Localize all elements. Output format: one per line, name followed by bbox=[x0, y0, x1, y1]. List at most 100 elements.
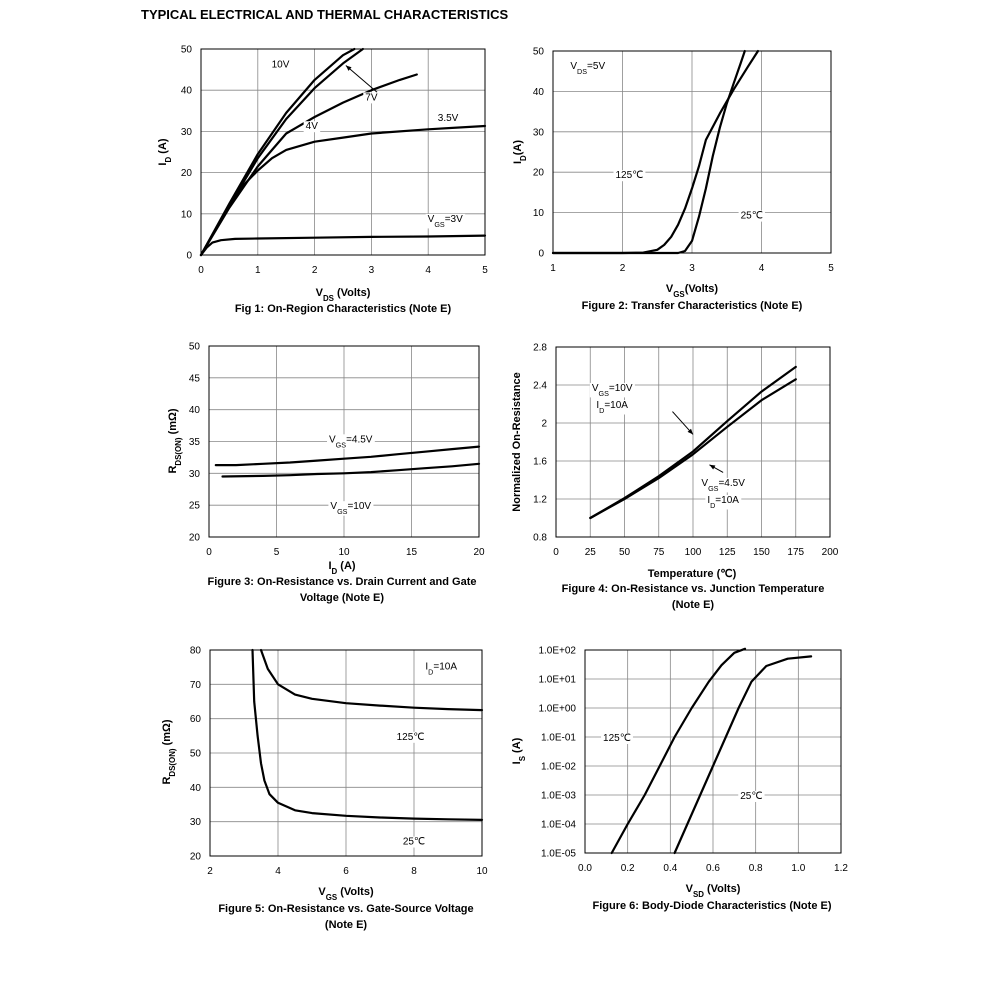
fig1-ytick-label: 20 bbox=[181, 168, 193, 179]
fig6-ytick-label: 1.0E-04 bbox=[541, 820, 576, 831]
fig2-caption: Figure 2: Transfer Characteristics (Note… bbox=[492, 298, 892, 314]
fig1-ytick-label: 0 bbox=[186, 251, 192, 262]
fig3-y-axis-label: RDS(ON) (mΩ) bbox=[167, 408, 183, 473]
fig2-label-bg bbox=[568, 61, 608, 76]
fig4-series-line bbox=[589, 378, 797, 520]
fig6-x-axis-label: VSD (Volts) bbox=[686, 883, 741, 899]
fig1-series-line bbox=[199, 234, 487, 257]
fig6-ytick-label: 1.0E-03 bbox=[541, 791, 576, 802]
fig2-xtick-label: 4 bbox=[759, 263, 765, 274]
fig5-series-line bbox=[259, 648, 484, 712]
page-title: TYPICAL ELECTRICAL AND THERMAL CHARACTER… bbox=[141, 7, 509, 22]
fig5-xtick-label: 8 bbox=[411, 866, 417, 877]
fig1-series-label: VGS=3V bbox=[428, 214, 463, 229]
fig4-grid bbox=[555, 346, 831, 538]
fig4-label-bg bbox=[594, 400, 631, 415]
fig3-ytick-label: 40 bbox=[189, 405, 201, 416]
fig6-xtick-label: 0.6 bbox=[706, 863, 720, 874]
fig2-x-axis-label: VGS(Volts) bbox=[666, 283, 719, 299]
fig6-ytick-label: 1.0E+01 bbox=[538, 675, 576, 686]
fig3-x-axis-label: ID (A) bbox=[328, 560, 355, 576]
fig4-label-bg bbox=[699, 477, 748, 493]
fig1-xtick-label: 1 bbox=[255, 265, 261, 276]
fig3-caption-line-2: Voltage (Note E) bbox=[299, 592, 385, 604]
fig2-ytick-label: 50 bbox=[533, 47, 545, 58]
fig4-ytick-label: 2.8 bbox=[533, 343, 547, 354]
fig4-caption-line-1: Figure 4: On-Resistance vs. Junction Tem… bbox=[561, 583, 825, 595]
fig3-series-line bbox=[221, 462, 481, 478]
fig4-series-label: VGS=10V bbox=[592, 383, 633, 398]
fig4-xtick-label: 25 bbox=[585, 547, 597, 558]
fig6-xtick-label: 1.2 bbox=[834, 863, 848, 874]
fig3-series-label: VGS=10V bbox=[330, 501, 371, 516]
fig4-y-axis-label: Normalized On-Resistance bbox=[511, 372, 523, 511]
fig1-ytick-label: 40 bbox=[181, 86, 193, 97]
fig6-ytick-label: 1.0E+00 bbox=[538, 704, 576, 715]
fig3-plot-frame bbox=[208, 345, 480, 538]
fig2-ytick-label: 20 bbox=[533, 168, 545, 179]
fig3-rdson-vs-id-chart: 0 5 10 15 20 20 25 30 35 40 45 50 ID (A) RDS(ON) (mΩ)… bbox=[167, 342, 485, 576]
fig5-xtick-label: 6 bbox=[343, 866, 349, 877]
fig5-series-label: ID=10A bbox=[425, 661, 457, 676]
fig6-y-axis-label: IS (A) bbox=[511, 737, 527, 764]
fig3-ytick-label: 45 bbox=[189, 373, 201, 384]
fig3-xtick-label: 20 bbox=[473, 547, 485, 558]
fig3-xtick-label: 0 bbox=[206, 547, 212, 558]
fig4-label-bg bbox=[705, 495, 742, 510]
fig3-series-label: VGS=4.5V bbox=[329, 434, 373, 449]
fig4-ytick-label: 2.4 bbox=[533, 381, 547, 392]
fig6-series-line bbox=[673, 655, 813, 855]
fig4-ytick-label: 2 bbox=[541, 419, 547, 430]
fig5-ytick-label: 30 bbox=[190, 817, 202, 828]
fig6-xtick-label: 0.0 bbox=[578, 863, 592, 874]
fig3-series-line bbox=[214, 445, 481, 467]
fig3-ytick-label: 30 bbox=[189, 469, 201, 480]
fig3-caption-line-1: Figure 3: On-Resistance vs. Drain Curren… bbox=[207, 576, 477, 588]
fig4-xtick-label: 175 bbox=[787, 547, 804, 558]
fig1-caption: Fig 1: On-Region Characteristics (Note E… bbox=[143, 301, 543, 317]
fig2-label-bg bbox=[613, 170, 646, 182]
fig4-xtick-label: 0 bbox=[553, 547, 559, 558]
fig1-label-bg bbox=[425, 213, 466, 229]
fig1-label-bg bbox=[435, 112, 461, 124]
fig3-xtick-label: 5 bbox=[274, 547, 280, 558]
fig1-xtick-label: 2 bbox=[312, 265, 318, 276]
fig5-label-bg bbox=[423, 661, 460, 676]
fig2-y-axis-label: ID(A) bbox=[512, 140, 528, 164]
fig1-xtick-label: 3 bbox=[369, 265, 375, 276]
fig5-series-label: 25℃ bbox=[403, 837, 425, 848]
fig5-caption: Figure 5: On-Resistance vs. Gate-Source … bbox=[146, 901, 546, 933]
fig1-x-axis-label: VDS (Volts) bbox=[316, 287, 371, 303]
fig2-transfer-chart: 1 2 3 4 501020304050VGS(Volts)ID(A)VDS=5V125… bbox=[512, 47, 834, 299]
fig5-ytick-label: 20 bbox=[190, 852, 202, 863]
fig5-ytick-label: 80 bbox=[190, 646, 202, 657]
fig4-ytick-label: 1.2 bbox=[533, 495, 547, 506]
fig4-xtick-label: 150 bbox=[753, 547, 770, 558]
fig6-ytick-label: 1.0E-01 bbox=[541, 733, 576, 744]
fig4-plot-frame bbox=[555, 346, 831, 538]
fig1-xtick-label: 0 bbox=[198, 265, 204, 276]
fig2-xtick-label: 1 bbox=[550, 263, 556, 274]
fig4-rdson-vs-temp-chart: 0 25 50 75 100 125 150 175 200 0.8 1.2 1.6 2 2.4 2.8 Te… bbox=[511, 343, 839, 581]
fig4-xtick-label: 100 bbox=[685, 547, 702, 558]
fig3-ytick-label: 25 bbox=[189, 501, 201, 512]
fig4-xtick-label: 125 bbox=[719, 547, 736, 558]
fig4-xtick-label: 200 bbox=[822, 547, 839, 558]
fig1-ytick-label: 10 bbox=[181, 209, 193, 220]
fig5-series-label: 125℃ bbox=[397, 732, 425, 743]
fig6-ytick-label: 1.0E-02 bbox=[541, 762, 576, 773]
fig1-plot-frame bbox=[200, 48, 486, 256]
fig1-series-line bbox=[199, 47, 356, 257]
fig1-ytick-label: 30 bbox=[181, 127, 193, 138]
fig6-grid bbox=[584, 649, 842, 854]
fig4-xtick-label: 75 bbox=[653, 547, 665, 558]
fig1-series-line bbox=[199, 73, 418, 257]
fig6-series-label: 25℃ bbox=[740, 791, 762, 802]
fig6-series-line bbox=[610, 647, 747, 855]
fig2-series-label: 25℃ bbox=[741, 211, 763, 222]
fig6-caption-line: Figure 6: Body-Diode Characteristics (No… bbox=[592, 900, 832, 912]
fig2-series-label: VDS=5V bbox=[570, 61, 605, 76]
fig4-arrowhead bbox=[709, 464, 716, 470]
fig1-series-label: 4V bbox=[306, 121, 319, 132]
